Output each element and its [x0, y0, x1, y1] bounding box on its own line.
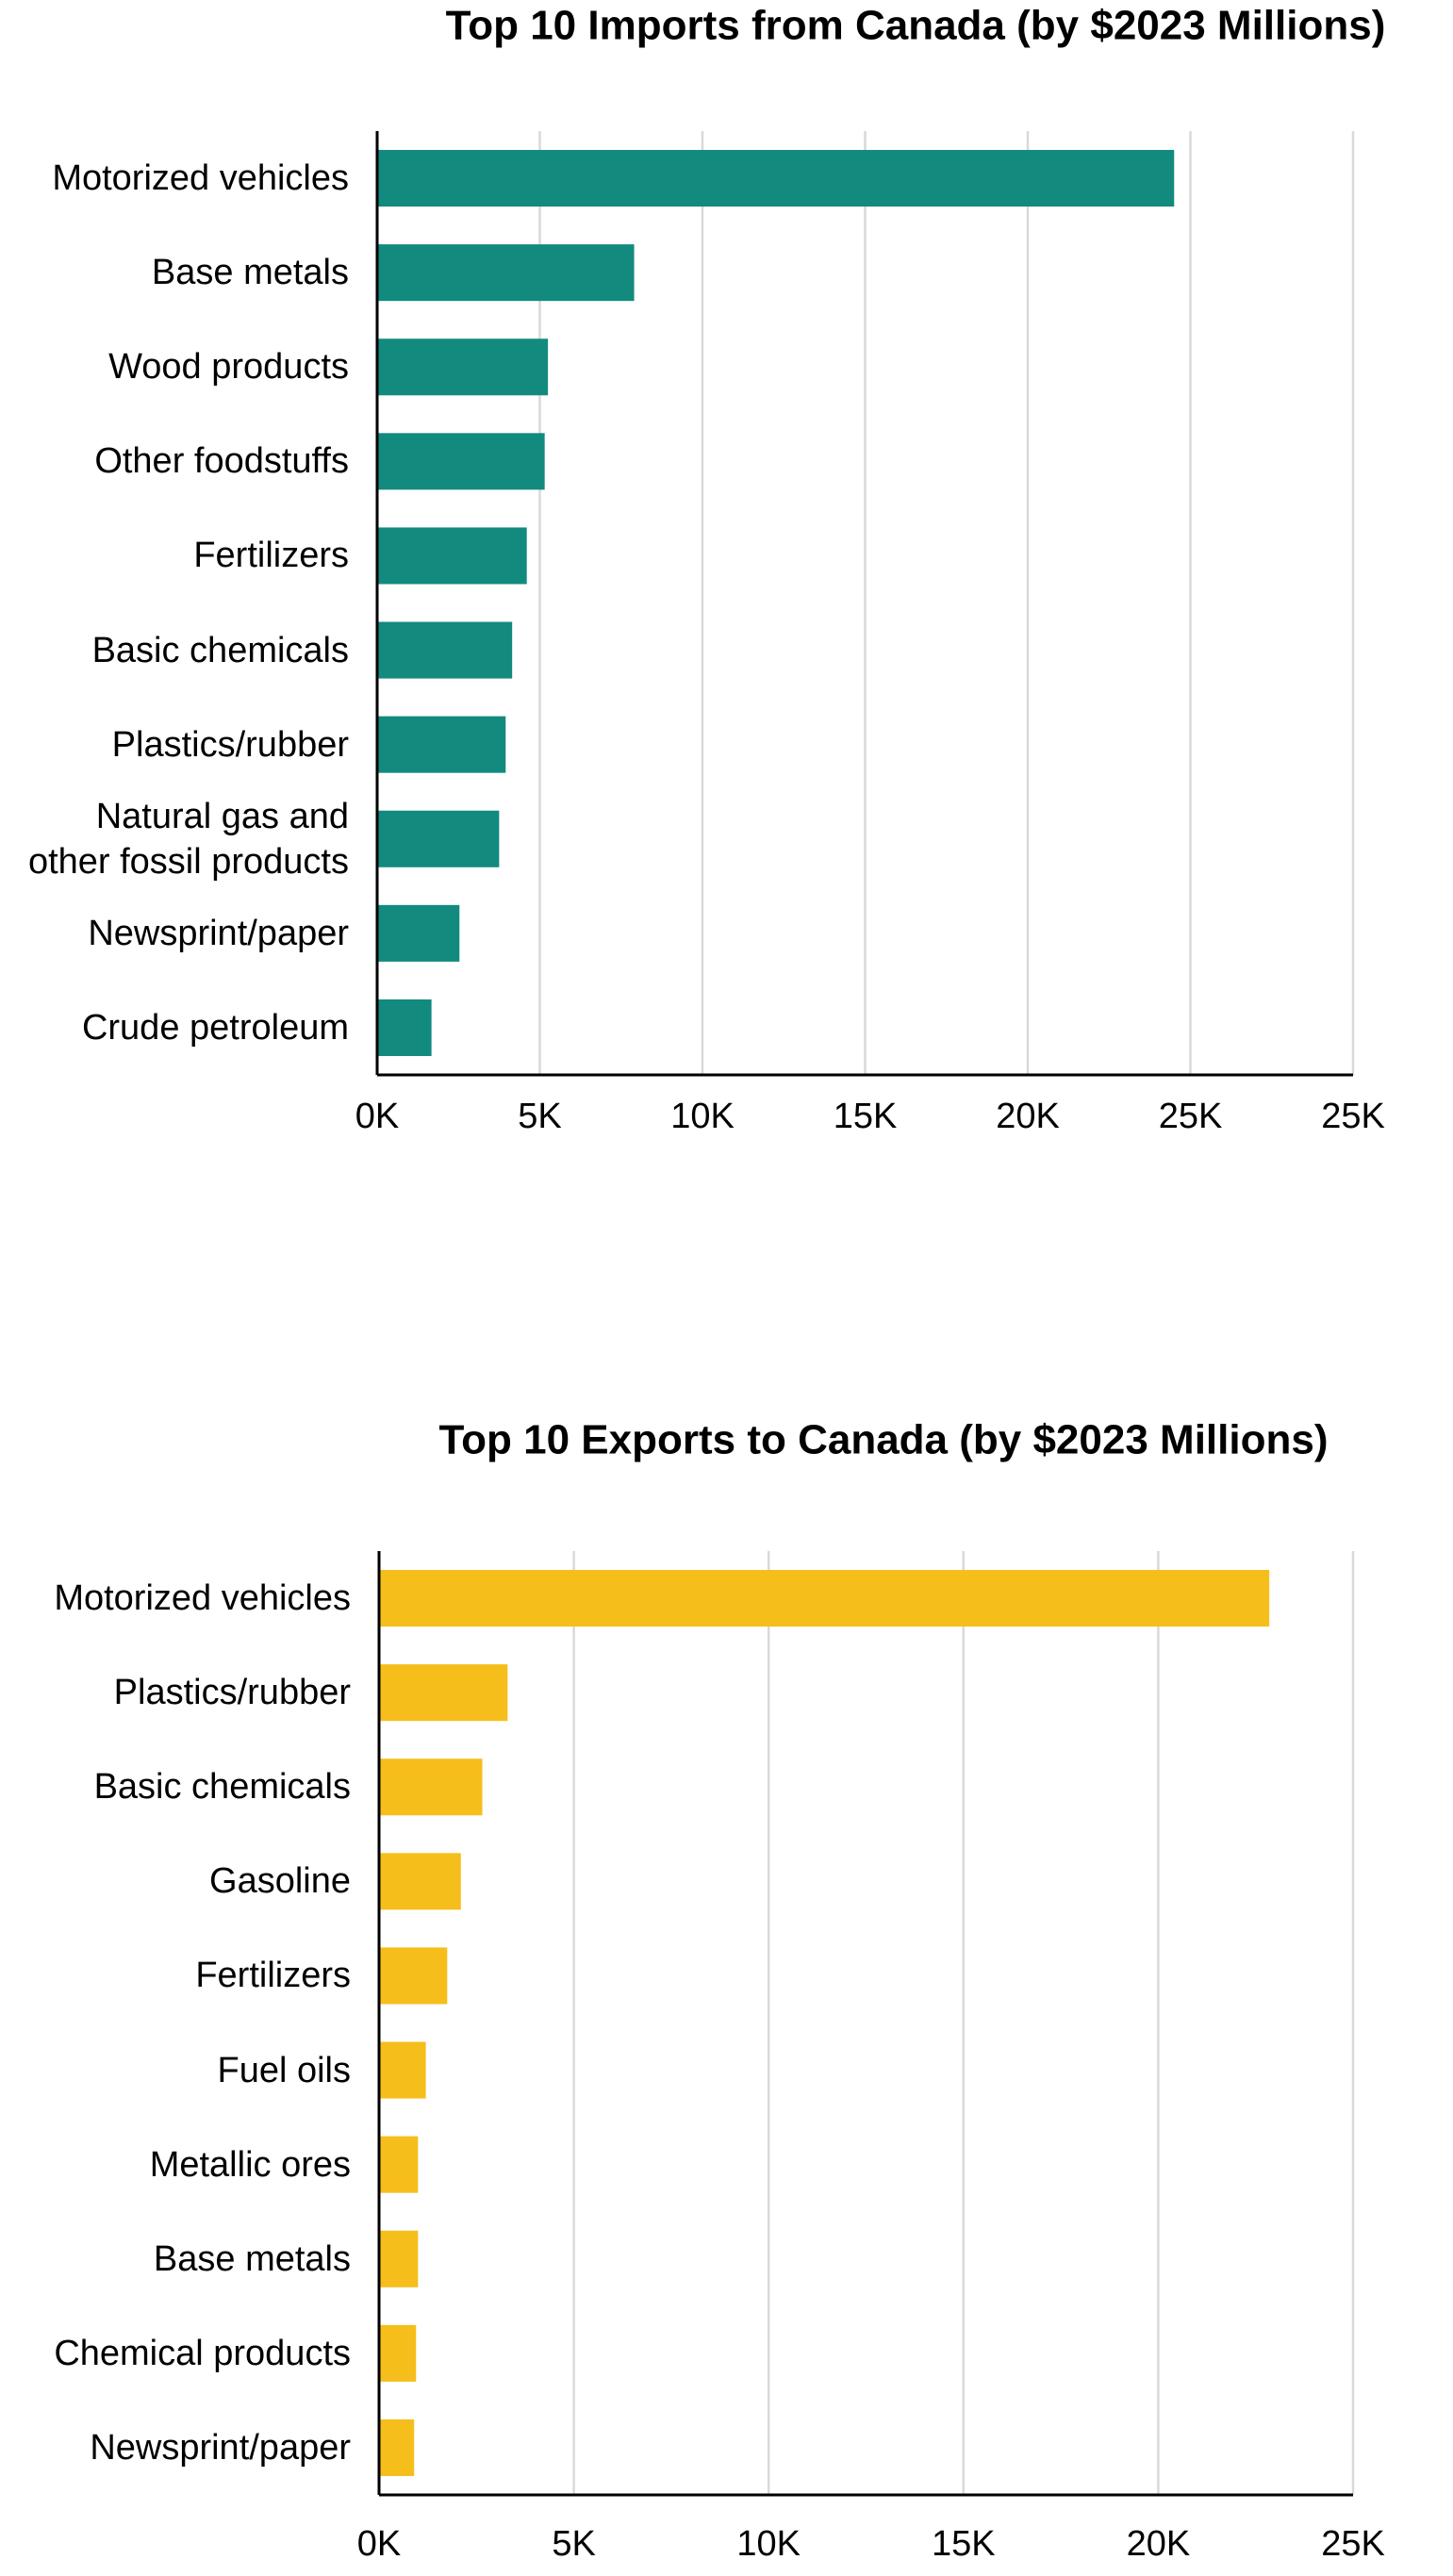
chart-title: Top 10 Imports from Canada (by $2023 Mil…	[446, 3, 1386, 49]
x-tick-label: 10K	[736, 2524, 801, 2564]
bar	[379, 1759, 483, 1816]
bar	[377, 433, 545, 490]
bar	[379, 1947, 448, 2005]
y-tick-label: Motorized vehicles	[54, 1578, 351, 1619]
bar	[379, 2136, 419, 2193]
bar	[379, 1570, 1270, 1627]
y-tick-label: Metallic ores	[149, 2144, 351, 2185]
bar	[379, 2230, 419, 2287]
y-tick-label: Gasoline	[209, 1861, 351, 1902]
x-tick-label: 25K	[1321, 1097, 1385, 1136]
y-tick-label: Fertilizers	[193, 536, 349, 576]
x-tick-label: 0K	[355, 1097, 399, 1136]
bar	[377, 716, 506, 773]
bar	[377, 810, 500, 867]
bar	[377, 150, 1175, 207]
y-tick-label: Newsprint/paper	[88, 913, 349, 953]
x-tick-label: 5K	[552, 2524, 595, 2564]
y-tick-label: Other foodstuffs	[94, 441, 349, 482]
x-tick-label: 20K	[996, 1097, 1060, 1136]
y-tick-label: Chemical products	[54, 2333, 351, 2373]
y-tick-label: Base metals	[151, 253, 349, 293]
bar	[377, 904, 460, 962]
y-tick-label: Basic chemicals	[91, 630, 349, 670]
y-tick-label: Base metals	[153, 2238, 351, 2279]
y-tick-label: Motorized vehicles	[52, 158, 349, 199]
x-tick-label: 15K	[932, 2524, 996, 2564]
bar	[379, 2041, 426, 2099]
bar	[379, 1664, 508, 1722]
y-tick-label: Plastics/rubber	[111, 724, 349, 765]
x-tick-label: 5K	[518, 1097, 561, 1136]
y-tick-label: Wood products	[108, 347, 349, 388]
y-tick-label: Natural gas and other fossil products	[27, 796, 349, 882]
bar	[377, 999, 432, 1056]
x-tick-label: 25K	[1159, 1097, 1223, 1136]
x-tick-label: 0K	[357, 2524, 401, 2564]
x-tick-label: 20K	[1127, 2524, 1191, 2564]
y-tick-label: Plastics/rubber	[113, 1673, 351, 1713]
y-tick-label: Newsprint/paper	[90, 2427, 351, 2468]
y-tick-label: Crude petroleum	[81, 1007, 349, 1048]
bar	[379, 2324, 417, 2382]
x-tick-label: 25K	[1321, 2524, 1385, 2564]
bar	[377, 339, 549, 396]
y-tick-label: Fuel oils	[217, 2050, 352, 2090]
bar	[377, 244, 635, 302]
y-tick-label: Fertilizers	[195, 1956, 351, 1996]
x-tick-label: 10K	[670, 1097, 735, 1136]
bar	[379, 2419, 415, 2476]
bar	[377, 621, 513, 679]
y-tick-label: Basic chemicals	[93, 1767, 351, 1808]
x-tick-label: 15K	[834, 1097, 898, 1136]
bar	[379, 1853, 461, 1910]
chart-title: Top 10 Exports to Canada (by $2023 Milli…	[439, 1417, 1329, 1463]
bar	[377, 527, 527, 585]
